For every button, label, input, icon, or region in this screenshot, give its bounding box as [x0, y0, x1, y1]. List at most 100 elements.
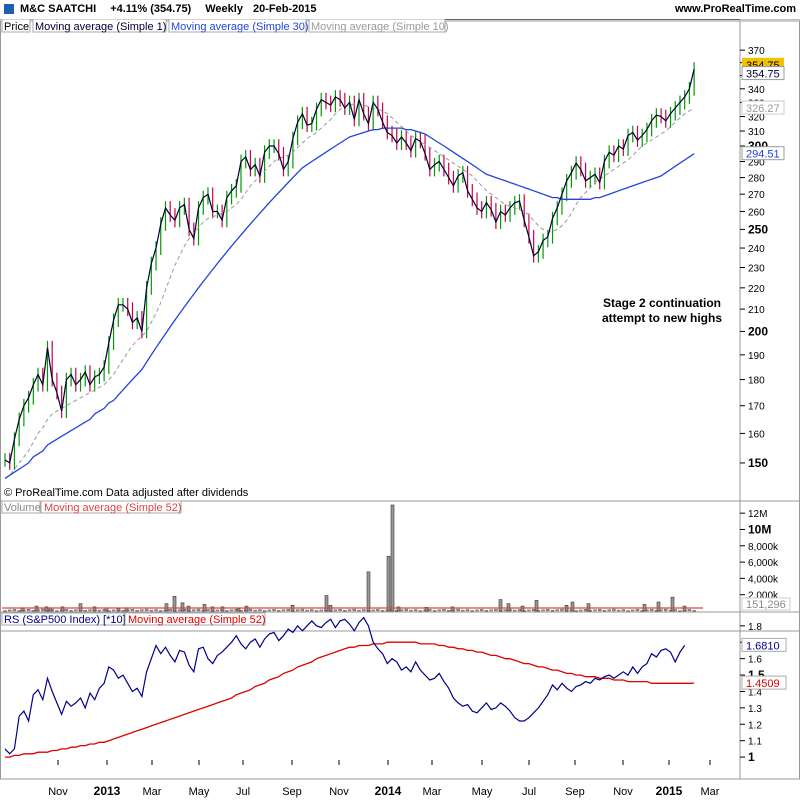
volume-tick-label: 2,000k	[748, 591, 779, 602]
volume-bar	[225, 610, 229, 612]
volume-bar	[12, 609, 17, 612]
volume-bar	[428, 609, 432, 612]
volume-bar	[531, 609, 536, 612]
volume-bar	[480, 609, 484, 612]
volume-bar	[649, 608, 654, 612]
volume-bar	[305, 609, 309, 612]
volume-bar	[295, 609, 300, 612]
volume-bar	[319, 609, 323, 612]
price-legend-box	[32, 19, 167, 33]
price-change: +4.11% (354.75)	[110, 3, 192, 15]
volume-bar	[92, 606, 97, 612]
rs-tick-label: 1.1	[748, 737, 762, 748]
volume-legend-box	[1, 500, 41, 514]
volume-bar	[446, 610, 451, 612]
volume-bar	[262, 610, 267, 612]
rs-panel-frame	[0, 611, 800, 780]
volume-bar	[470, 610, 474, 612]
rs-tick-label: 1.8	[748, 622, 762, 633]
x-tick-label: Sep	[565, 786, 585, 798]
volume-bar	[404, 608, 408, 612]
volume-bar	[692, 610, 696, 612]
volume-bar	[390, 504, 395, 612]
prorealtime-logo-icon	[4, 4, 14, 14]
volume-bar	[192, 609, 196, 612]
volume-bar	[570, 601, 575, 612]
volume-bar	[586, 603, 591, 612]
volume-bar	[3, 610, 7, 612]
volume-bar	[503, 609, 508, 612]
volume-bar	[144, 608, 149, 612]
volume-bar	[635, 609, 640, 612]
x-tick-label: Sep	[282, 786, 302, 798]
volume-bar	[78, 603, 83, 612]
x-tick-label: Nov	[329, 786, 349, 798]
price-tick-label: 190	[748, 351, 765, 362]
volume-bar	[8, 609, 12, 612]
x-tick-label: Jul	[522, 786, 536, 798]
volume-bar	[357, 609, 361, 612]
ma10-tag-bg	[741, 100, 785, 115]
price-tick-label: 370	[748, 46, 765, 57]
volume-bar	[626, 610, 630, 612]
volume-bar	[338, 608, 342, 612]
volume-bar	[300, 608, 305, 612]
volume-bar	[534, 600, 539, 612]
chart-canvas: 3703603503403303203103002902802702602502…	[0, 19, 800, 798]
ma1-tag: 354.75	[746, 69, 780, 81]
volume-bar	[177, 609, 182, 612]
volume-bar	[272, 609, 276, 612]
price-legend-box	[1, 19, 31, 33]
x-tick-label: Nov	[613, 786, 633, 798]
volume-bar	[484, 610, 489, 612]
price-tick-label: 340	[748, 85, 765, 96]
x-tick-label: 2015	[656, 784, 683, 798]
volume-bar	[513, 609, 517, 612]
volume-bar	[376, 609, 380, 612]
price-tick-label: 280	[748, 174, 765, 185]
volume-bar	[41, 608, 45, 612]
volume-bar	[616, 609, 621, 612]
volume-bar	[517, 609, 522, 612]
volume-bar	[116, 608, 121, 612]
ma30-tag-bg	[741, 146, 785, 161]
volume-bar	[386, 556, 391, 612]
volume-bar	[172, 596, 177, 612]
volume-bar	[664, 608, 668, 612]
price-legend-item: Price	[4, 21, 29, 33]
volume-bar	[546, 608, 550, 612]
volume-bar	[83, 610, 87, 612]
volume-bar	[560, 608, 564, 612]
volume-bar	[656, 601, 661, 612]
volume-bar	[17, 610, 21, 612]
volume-bar	[670, 596, 675, 612]
volume-bar	[494, 608, 498, 612]
rs-legend-box	[124, 612, 266, 626]
volume-bar	[574, 610, 578, 612]
x-tick-label: Mar	[701, 786, 720, 798]
price-tick-label: 180	[748, 376, 765, 387]
chart-header: M&C SAATCHI +4.11% (354.75) Weekly 20-Fe…	[0, 0, 800, 20]
price-tick-label: 210	[748, 305, 765, 316]
volume-bar	[220, 606, 225, 612]
volume-bar	[248, 608, 253, 612]
symbol-name: M&C SAATCHI	[20, 3, 97, 15]
price-tick-label: 310	[748, 127, 765, 138]
volume-bar	[442, 608, 446, 612]
volume-tick-label: 8,000k	[748, 542, 779, 553]
x-tick-label: Mar	[423, 786, 442, 798]
date-label: 20-Feb-2015	[252, 3, 317, 15]
rs-ma-tag: 1.4509	[746, 678, 780, 690]
volume-bar	[267, 609, 272, 612]
volume-bar	[154, 609, 158, 612]
volume-bar	[413, 609, 418, 612]
rs-tick-label: 1.6	[748, 655, 762, 666]
volume-bar	[475, 609, 479, 612]
volume-bar	[88, 609, 92, 612]
volume-bar	[44, 606, 49, 612]
volume-bar	[527, 609, 531, 612]
close-line	[4, 68, 695, 464]
volume-bar	[456, 608, 460, 612]
price-tick-label: 150	[748, 456, 768, 470]
volume-tag-bg	[741, 597, 791, 611]
